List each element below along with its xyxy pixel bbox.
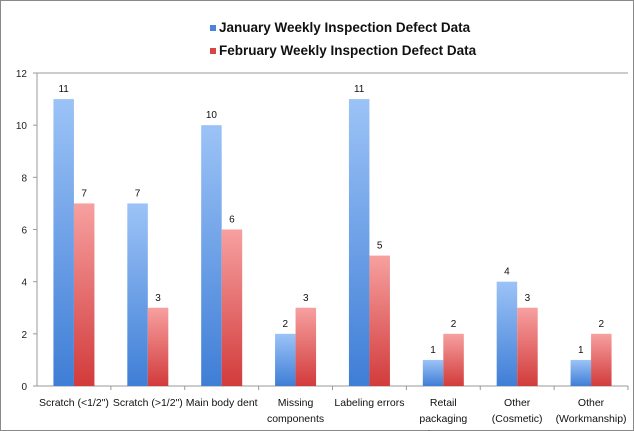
bar-february: [591, 333, 612, 386]
x-tick-label: Other: [578, 397, 605, 409]
y-tick-label: 12: [16, 69, 28, 80]
x-tick-label: Scratch (>1/2"): [113, 397, 183, 409]
legend: January Weekly Inspection Defect Data Fe…: [210, 16, 476, 62]
x-tick-label: packaging: [419, 413, 467, 425]
bar-january: [348, 99, 370, 386]
bar-january: [422, 359, 444, 386]
x-tick-label: components: [267, 413, 324, 425]
y-tick-label: 10: [16, 121, 28, 132]
bar-february: [369, 255, 390, 386]
bar-january: [275, 333, 296, 386]
legend-swatch-january: [210, 24, 216, 31]
x-tick-label: Scratch (<1/2"): [39, 397, 109, 409]
x-tick-label: Missing: [278, 397, 314, 409]
x-tick-label: Retail: [430, 397, 457, 409]
x-tick-label: Main body dent: [186, 397, 258, 409]
data-label: 7: [81, 188, 87, 199]
bar-january: [127, 203, 148, 386]
bar-january: [201, 125, 222, 387]
bar-january: [496, 281, 518, 386]
legend-item-january: January Weekly Inspection Defect Data: [210, 16, 476, 39]
bar-february: [73, 203, 95, 386]
y-tick-label: 2: [21, 330, 27, 341]
data-label: 1: [578, 345, 584, 356]
data-label: 5: [377, 241, 383, 252]
data-label: 6: [229, 215, 235, 226]
bar-february: [147, 307, 169, 386]
data-label: 1: [430, 345, 436, 356]
data-label: 3: [155, 293, 161, 304]
data-label: 4: [504, 267, 510, 278]
data-label: 11: [354, 84, 365, 95]
data-label: 3: [303, 293, 309, 304]
x-tick-label: (Cosmetic): [492, 413, 543, 425]
legend-swatch-february: [210, 47, 216, 54]
y-tick-label: 6: [21, 226, 27, 237]
bar-january: [53, 99, 74, 386]
x-tick-label: damage: [424, 429, 462, 431]
data-label: 2: [599, 319, 605, 330]
x-tick-label: Other: [504, 397, 531, 409]
bar-february: [221, 229, 243, 386]
data-label: 11: [58, 84, 69, 95]
bar-february: [517, 307, 538, 386]
data-label: 2: [283, 319, 289, 330]
x-tick-label: (Workmanship): [556, 413, 627, 425]
y-tick-label: 4: [21, 278, 27, 289]
bar-february: [295, 307, 317, 386]
data-label: 10: [206, 110, 218, 121]
y-tick-label: 0: [21, 382, 27, 393]
legend-label-february: February Weekly Inspection Defect Data: [219, 43, 477, 58]
bar-january: [570, 359, 592, 386]
data-label: 2: [451, 319, 457, 330]
legend-label-january: January Weekly Inspection Defect Data: [219, 20, 471, 35]
x-tick-label: Labeling errors: [334, 397, 404, 409]
bar-february: [443, 333, 464, 386]
data-label: 3: [525, 293, 531, 304]
y-tick-label: 8: [21, 173, 27, 184]
legend-item-february: February Weekly Inspection Defect Data: [210, 39, 476, 62]
data-label: 7: [135, 188, 141, 199]
